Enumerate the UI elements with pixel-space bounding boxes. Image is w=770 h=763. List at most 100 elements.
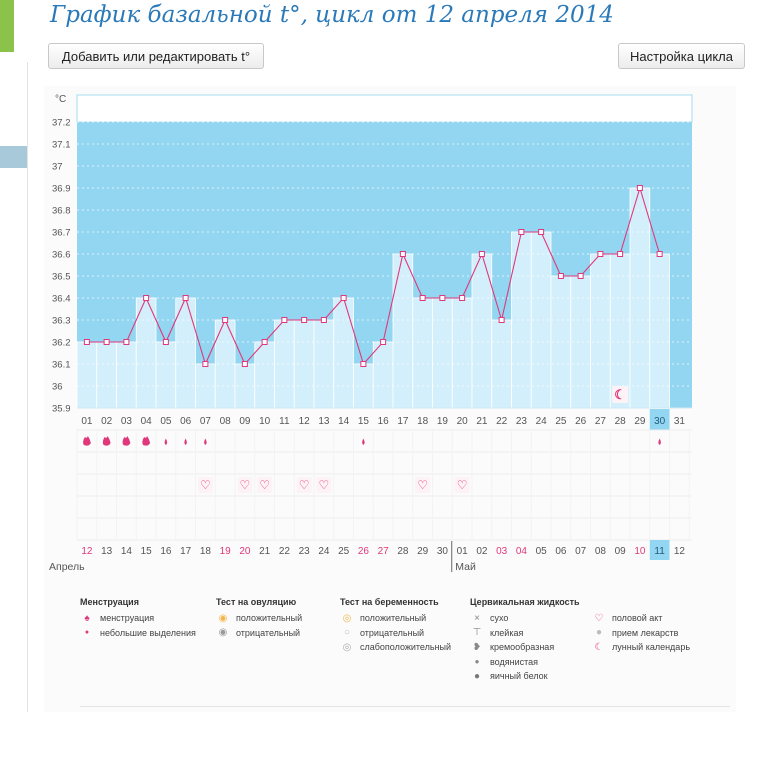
temperature-point [182, 295, 189, 301]
temperature-point [399, 251, 406, 257]
legend-label: лунный календарь [612, 642, 691, 653]
cycle-day-label: 04 [141, 416, 153, 427]
cycle-day-label: 31 [674, 416, 686, 427]
y-tick-label: 36.2 [52, 338, 71, 349]
temperature-point [577, 273, 584, 279]
cycle-day-label: 27 [595, 416, 607, 427]
temperature-line [86, 186, 661, 366]
calendar-date-label: 30 [437, 546, 449, 557]
temperature-bar [116, 341, 137, 409]
y-tick-label: 36.4 [52, 294, 71, 305]
legend-cervical-title: Цервикальная жидкость [470, 597, 580, 607]
legend-item: ● яичный белок [470, 669, 580, 684]
temperature-bar [392, 253, 414, 409]
current-day-highlight [649, 409, 670, 430]
legend-item: ○ отрицательный [340, 626, 451, 641]
temperature-point [380, 339, 387, 345]
legend-label: клейкая [490, 627, 524, 638]
y-tick-label: 36.5 [52, 272, 71, 283]
intercourse-cell [237, 477, 253, 493]
temperature-point [143, 295, 150, 301]
calendar-date-label: 20 [239, 546, 251, 557]
legend-item: ❥ кремообразная [470, 640, 580, 655]
heart-icon: ♡ [457, 478, 468, 492]
calendar-date-label: 17 [180, 546, 192, 557]
y-tick-label: 36.9 [52, 184, 71, 195]
legend-item: ♠ менструация [80, 611, 196, 626]
temperature-point [241, 361, 248, 367]
calendar-date-label: 10 [634, 546, 646, 557]
moon-icon: ☾ [594, 641, 604, 653]
temperature-bar [96, 341, 117, 409]
cycle-settings-button[interactable]: Настройка цикла [618, 43, 745, 69]
legend-label: положительный [360, 613, 427, 624]
light-spotting-icon [362, 438, 365, 445]
calendar-date-label: 29 [417, 546, 429, 557]
legend-item: ⊤ клейкая [470, 626, 580, 641]
calendar-date-label: 03 [496, 546, 508, 557]
temperature-bar [155, 341, 177, 409]
cycle-day-label: 14 [338, 416, 350, 427]
calendar-date-label: 01 [457, 546, 469, 557]
light-spotting-icon [184, 438, 187, 445]
calendar-date-label: 23 [299, 546, 311, 557]
temperature-point [617, 251, 624, 257]
temperature-point [557, 273, 564, 279]
page-title: График базальной t°, цикл от 12 апреля 2… [50, 2, 614, 28]
egg-white-drop-icon: ● [473, 670, 481, 682]
legend-label: яичный белок [490, 671, 548, 682]
calendar-date-label: 15 [141, 546, 153, 557]
moon-cell [612, 386, 629, 403]
temperature-bar [590, 253, 611, 409]
cycle-day-label: 25 [555, 416, 567, 427]
add-edit-temperature-button[interactable]: Добавить или редактировать t° [48, 43, 264, 69]
temperature-point [320, 317, 327, 323]
temperature-point [419, 295, 426, 301]
temperature-point [597, 251, 604, 257]
y-tick-label: 36.3 [52, 316, 71, 327]
y-tick-label: 36 [52, 382, 63, 393]
legend-pregnancy-title: Тест на беременность [340, 597, 439, 607]
cycle-day-label: 13 [318, 416, 330, 427]
light-spotting-icon [658, 438, 661, 445]
calendar-date-label: 27 [378, 546, 390, 557]
cycle-day-label: 26 [575, 416, 587, 427]
temperature-point [636, 185, 643, 191]
calendar-date-label: 26 [358, 546, 370, 557]
menstruation-icon [83, 436, 91, 446]
cycle-day-label: 02 [101, 416, 113, 427]
calendar-date-label: 14 [121, 546, 133, 557]
temperature-point [360, 361, 367, 367]
calendar-date-label: 07 [575, 546, 587, 557]
cycle-day-label: 15 [358, 416, 370, 427]
calendar-date-label: 12 [674, 546, 686, 557]
legend-menstruation-title: Менструация [80, 597, 139, 607]
menstruation-icon [142, 436, 151, 446]
legend-label: слабоположительный [360, 642, 452, 653]
legend-label: прием лекарств [612, 627, 679, 638]
temperature-point [538, 229, 545, 235]
y-tick-label: 36.8 [52, 206, 71, 217]
temperature-point [123, 339, 130, 345]
y-tick-label: 36.7 [52, 228, 71, 239]
temperature-point [301, 317, 308, 323]
temperature-bar [451, 297, 473, 409]
calendar-date-label: 12 [81, 546, 93, 557]
cycle-day-label: 28 [615, 416, 627, 427]
temperature-point [518, 229, 525, 235]
temperature-point [459, 295, 466, 301]
legend-item: ◉ отрицательный [216, 626, 302, 641]
temperature-bar [333, 297, 354, 409]
negative-test-icon: ◉ [218, 627, 228, 639]
chart-bottom-divider [80, 706, 730, 707]
cycle-day-label: 09 [239, 416, 251, 427]
temperature-bar [412, 297, 433, 409]
legend-label: сухо [490, 613, 509, 624]
temperature-point [222, 317, 229, 323]
bbt-chart: 35.9 36 36.1 36.2 36.3 36.4 36.5 36.6 36.7 36.8 36… [49, 94, 693, 573]
cycle-day-label: 21 [476, 416, 488, 427]
temperature-bar [609, 253, 631, 409]
calendar-date-label: 28 [397, 546, 409, 557]
legend-item: × сухо [470, 611, 580, 626]
light-spotting-icon [204, 438, 207, 445]
